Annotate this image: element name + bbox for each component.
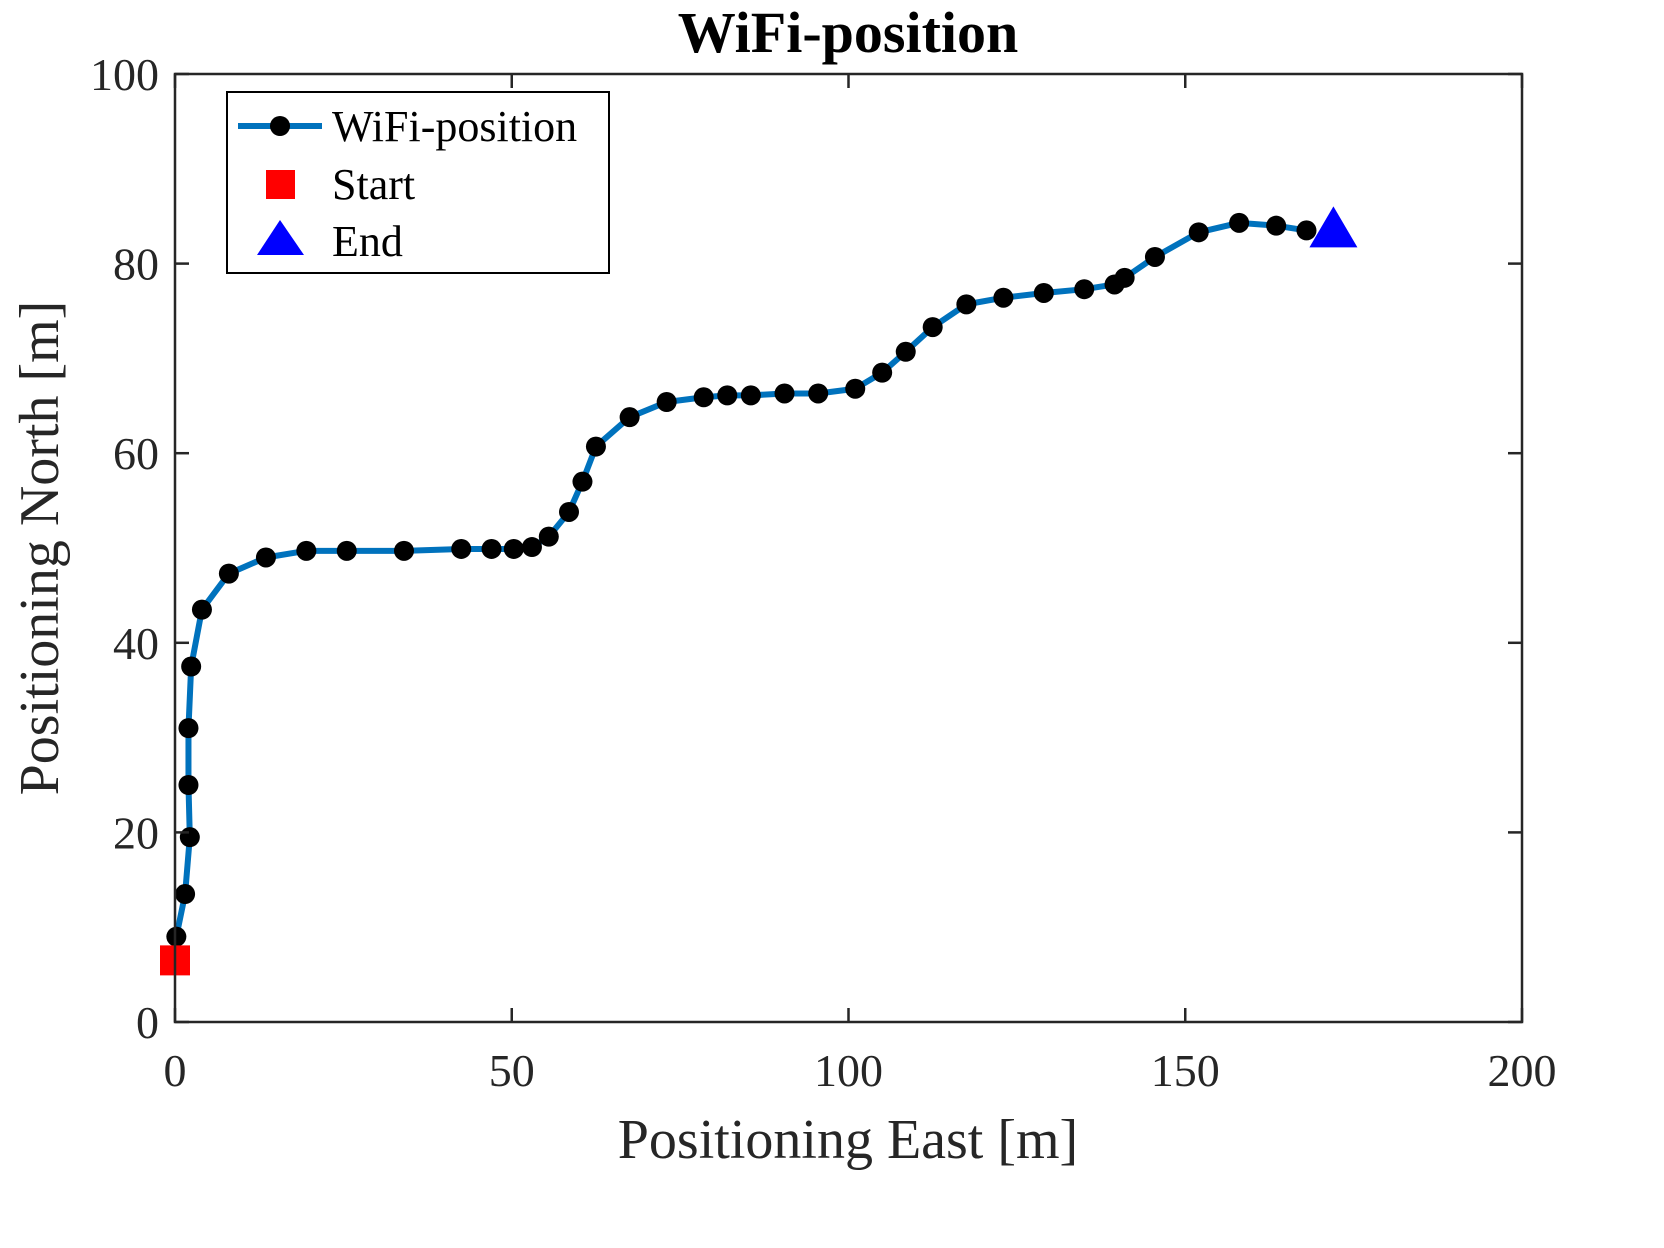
wifi-position-point	[218, 563, 239, 584]
y-tick-label: 0	[136, 997, 159, 1048]
wifi-position-point	[717, 385, 738, 406]
y-tick-label: 100	[90, 49, 159, 100]
legend-label-wifi-position: WiFi-position	[332, 102, 577, 151]
wifi-position-point	[481, 538, 502, 559]
x-tick-label: 50	[489, 1045, 535, 1096]
wifi-position-point	[993, 287, 1014, 308]
wifi-position-point	[179, 827, 200, 848]
series-layer	[160, 206, 1358, 976]
legend-marker-swatch	[270, 116, 290, 136]
wifi-position-point	[619, 407, 640, 428]
x-tick-label: 150	[1151, 1045, 1220, 1096]
legend-label-end: End	[332, 217, 403, 266]
x-axis-label: Positioning East [m]	[618, 1109, 1078, 1171]
wifi-position-point	[1296, 220, 1317, 241]
end-marker	[1309, 206, 1358, 248]
x-tick-label: 100	[814, 1045, 883, 1096]
y-tick-label: 80	[113, 239, 159, 290]
wifi-position-point	[503, 538, 524, 559]
legend-label-start: Start	[332, 160, 415, 209]
wifi-position-point	[1074, 279, 1095, 300]
wifi-position-point	[845, 378, 866, 399]
wifi-position-point	[166, 926, 187, 947]
wifi-position-point	[922, 317, 943, 338]
x-tick-label: 0	[164, 1045, 187, 1096]
wifi-position-point	[336, 540, 357, 561]
wifi-position-point	[1114, 267, 1135, 288]
y-tick-label: 60	[113, 428, 159, 479]
wifi-position-point	[558, 501, 579, 522]
wifi-position-point	[956, 294, 977, 315]
wifi-position-point	[1188, 222, 1209, 243]
wifi-position-point	[774, 383, 795, 404]
wifi-position-point	[585, 436, 606, 457]
wifi-position-point	[656, 392, 677, 413]
wifi-position-point	[1266, 215, 1287, 236]
wifi-position-point	[181, 656, 202, 677]
y-tick-label: 40	[113, 618, 159, 669]
ticks-layer	[173, 72, 1524, 1024]
wifi-position-point	[178, 718, 199, 739]
wifi-position-point	[895, 341, 916, 362]
wifi-position-point	[740, 385, 761, 406]
wifi-position-point	[1144, 246, 1165, 267]
y-axis-label: Positioning North [m]	[9, 301, 71, 796]
x-tick-label: 200	[1488, 1045, 1557, 1096]
wifi-position-point	[175, 884, 196, 905]
legend: WiFi-position Start End	[226, 91, 610, 274]
chart-title: WiFi-position	[678, 0, 1019, 65]
wifi-position-point	[1033, 282, 1054, 303]
wifi-position-point	[255, 547, 276, 568]
wifi-position-point	[521, 537, 542, 558]
legend-start-square-swatch	[266, 170, 295, 199]
legend-end-triangle-swatch	[257, 220, 304, 255]
wifi-position-point	[296, 540, 317, 561]
wifi-position-point	[1229, 212, 1250, 233]
wifi-position-point	[191, 599, 212, 620]
wifi-position-point	[451, 538, 472, 559]
wifi-position-point	[693, 387, 714, 408]
wifi-position-point	[572, 471, 593, 492]
wifi-position-point	[872, 362, 893, 383]
wifi-position-point	[178, 775, 199, 795]
wifi-position-point	[538, 526, 559, 547]
wifi-position-point	[393, 540, 414, 561]
tick-labels-layer: 0 50 100 150 200 0 20 40 60 80 100	[90, 49, 1557, 1096]
wifi-position-point	[808, 383, 829, 404]
y-tick-label: 20	[113, 807, 159, 858]
